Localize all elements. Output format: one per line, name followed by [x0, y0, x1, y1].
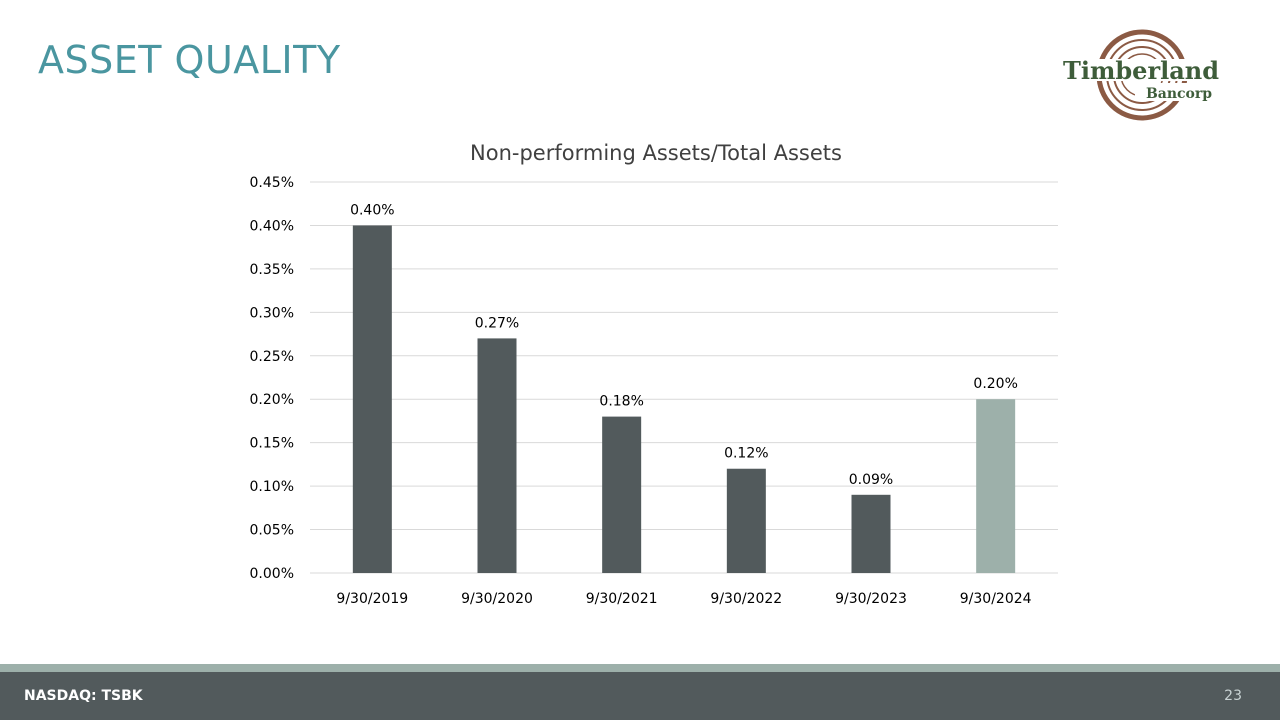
x-tick-label: 9/30/2020 [461, 591, 533, 607]
logo-text-timberland: Timberland [1063, 56, 1219, 85]
bar [352, 225, 392, 573]
bars [352, 225, 1016, 573]
y-tick-label: 0.35% [250, 262, 294, 278]
y-tick-label: 0.05% [250, 523, 294, 539]
logo-text-bancorp: Bancorp [1146, 86, 1212, 102]
y-tick-label: 0.30% [250, 305, 294, 321]
y-axis: 0.00% 0.05% 0.10% 0.15% 0.20% 0.25% 0.30% 0.35%… [250, 175, 294, 582]
y-tick-label: 0.45% [250, 175, 294, 191]
ticker-label: NASDAQ: TSBK [24, 688, 143, 704]
bar [851, 494, 891, 573]
x-tick-label: 9/30/2024 [960, 591, 1032, 607]
x-tick-label: 9/30/2022 [710, 591, 782, 607]
x-tick-label: 9/30/2019 [336, 591, 408, 607]
footer-bar [0, 672, 1280, 720]
bar [976, 399, 1016, 573]
y-tick-label: 0.20% [250, 392, 294, 408]
chart-title: Non-performing Assets/Total Assets [470, 141, 842, 165]
gridlines [310, 181, 1058, 574]
bar [477, 338, 517, 573]
page-number: 23 [1224, 688, 1242, 704]
y-tick-label: 0.15% [250, 436, 294, 452]
data-label: 0.20% [973, 376, 1017, 392]
bar [602, 416, 642, 573]
data-label: 0.12% [724, 446, 768, 462]
y-tick-label: 0.00% [250, 566, 294, 582]
x-axis: 9/30/2019 9/30/2020 9/30/2021 9/30/2022 9/30… [336, 591, 1031, 607]
footer-stripe [0, 664, 1280, 672]
y-tick-label: 0.40% [250, 218, 294, 234]
data-label: 0.09% [849, 472, 893, 488]
timberland-logo: Timberland Bancorp [1057, 29, 1227, 121]
data-label: 0.18% [599, 394, 643, 410]
slide-title: ASSET QUALITY [38, 38, 341, 82]
x-tick-label: 9/30/2023 [835, 591, 907, 607]
y-tick-label: 0.25% [250, 349, 294, 365]
y-tick-label: 0.10% [250, 479, 294, 495]
data-labels: 0.40% 0.27% 0.18% 0.12% 0.09% 0.20% [350, 202, 1018, 487]
data-label: 0.27% [475, 315, 519, 331]
bar-chart: Non-performing Assets/Total Assets 0.00%… [250, 141, 1058, 607]
bar [726, 468, 766, 573]
x-tick-label: 9/30/2021 [586, 591, 658, 607]
data-label: 0.40% [350, 202, 394, 218]
